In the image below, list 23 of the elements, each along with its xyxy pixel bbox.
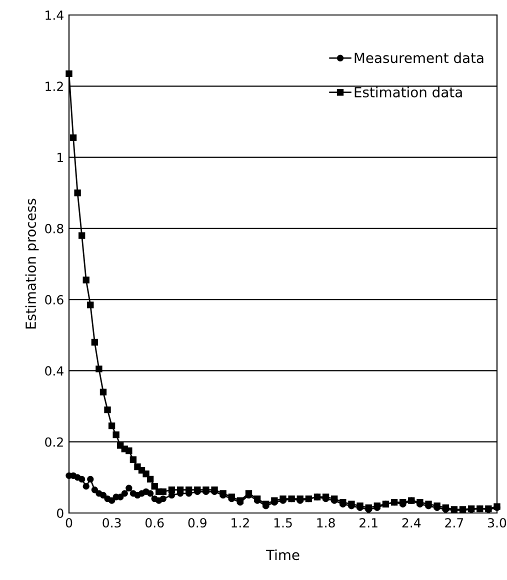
x-tick-label: 0.3 [102, 518, 121, 528]
x-tick-label: 0.6 [145, 518, 164, 528]
x-tick-label: 3.0 [488, 518, 506, 528]
x-tick-label: 2.7 [445, 518, 464, 528]
y-axis-title: Estimation process [25, 198, 39, 329]
y-tick-label: 0.4 [45, 366, 64, 376]
x-tick-label: 1.8 [317, 518, 335, 528]
x-tick-label: 1.2 [232, 518, 249, 528]
x-tick-label: 1.5 [274, 518, 292, 528]
x-tick-label: 2.4 [402, 518, 421, 528]
y-tick-label: 0.6 [45, 295, 64, 304]
y-tick-label: 0.2 [45, 437, 63, 447]
legend-label: Measurement data [354, 52, 484, 64]
x-tick-label: 0.9 [188, 518, 206, 528]
y-tick-label: 1.4 [46, 10, 64, 20]
x-tick-label: 2.1 [360, 518, 378, 528]
y-tick-label: 0 [57, 508, 64, 518]
legend-label: Estimation data [354, 86, 462, 98]
y-tick-label: 1 [58, 152, 63, 162]
x-tick-label: 0 [66, 518, 72, 528]
y-tick-label: 0.8 [45, 224, 64, 234]
y-tick-label: 1.2 [46, 82, 63, 91]
x-axis-title: Time [266, 549, 300, 560]
